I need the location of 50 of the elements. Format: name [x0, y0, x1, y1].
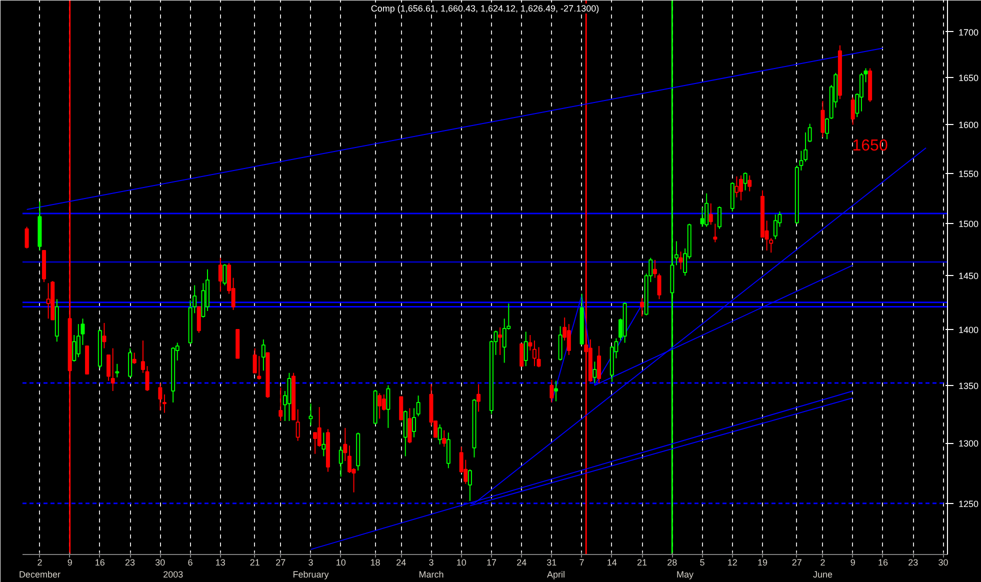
- x-tick-label: 7: [579, 558, 584, 568]
- x-tick-label: 6: [188, 558, 193, 568]
- x-tick-label: 16: [94, 558, 105, 568]
- y-tick-label: 1350: [958, 380, 979, 391]
- x-tick-label: 2: [820, 558, 826, 568]
- x-tick-label: 23: [125, 558, 136, 568]
- x-tick-label: 21: [637, 558, 648, 568]
- y-tick-label: 1300: [958, 438, 979, 449]
- chart-title: Comp (1,656.61, 1,660.43, 1,624.12, 1,626.49, -27.1300): [370, 4, 600, 14]
- x-tick-label: 18: [370, 558, 380, 568]
- x-tick-label: 2: [37, 558, 42, 568]
- x2-tick-label: May: [676, 570, 694, 580]
- x2-tick-label: April: [546, 570, 565, 580]
- x2-tick-label: February: [292, 570, 330, 580]
- x-tick-label: 24: [396, 558, 406, 568]
- y-tick-label: 1250: [958, 498, 979, 509]
- x-tick-label: 10: [456, 558, 466, 568]
- x-tick-label: 5: [700, 558, 705, 568]
- x-tick-label: 30: [938, 558, 948, 568]
- x-tick-label: 16: [878, 558, 888, 568]
- x-tick-label: 14: [606, 558, 617, 568]
- y-tick-label: 1700: [958, 27, 979, 38]
- x-tick-label: 28: [667, 558, 678, 568]
- x-tick-label: 3: [308, 558, 314, 568]
- y-tick-label: 1450: [958, 271, 979, 282]
- x2-tick-label: March: [418, 570, 444, 580]
- x2-tick-label: December: [18, 570, 60, 580]
- y-tick-label: 1650: [958, 73, 979, 84]
- x-tick-label: 17: [486, 558, 496, 568]
- y-tick-label: 1400: [958, 325, 979, 336]
- y-tick-label: 1600: [958, 120, 979, 130]
- x-tick-label: 12: [727, 558, 738, 568]
- x-tick-label: 3: [428, 558, 434, 568]
- x-tick-label: 31: [546, 558, 557, 568]
- x-tick-label: 13: [215, 558, 226, 568]
- x-tick-label: 24: [516, 558, 527, 568]
- y-tick-label: 1550: [958, 168, 979, 179]
- x-tick-label: 21: [250, 558, 260, 568]
- x-tick-label: 9: [67, 558, 72, 568]
- x-tick-label: 27: [792, 558, 802, 568]
- x-tick-label: 9: [850, 558, 856, 568]
- x2-tick-label: June: [812, 570, 833, 580]
- x-tick-label: 10: [336, 558, 346, 568]
- annotation: 1650: [852, 138, 888, 155]
- x-tick-label: 30: [155, 558, 166, 568]
- y-tick-label: 1500: [958, 219, 979, 230]
- x-tick-label: 19: [757, 558, 768, 568]
- x-tick-label: 27: [276, 558, 286, 568]
- x2-tick-label: 2003: [163, 570, 184, 580]
- x-tick-label: 23: [908, 558, 918, 568]
